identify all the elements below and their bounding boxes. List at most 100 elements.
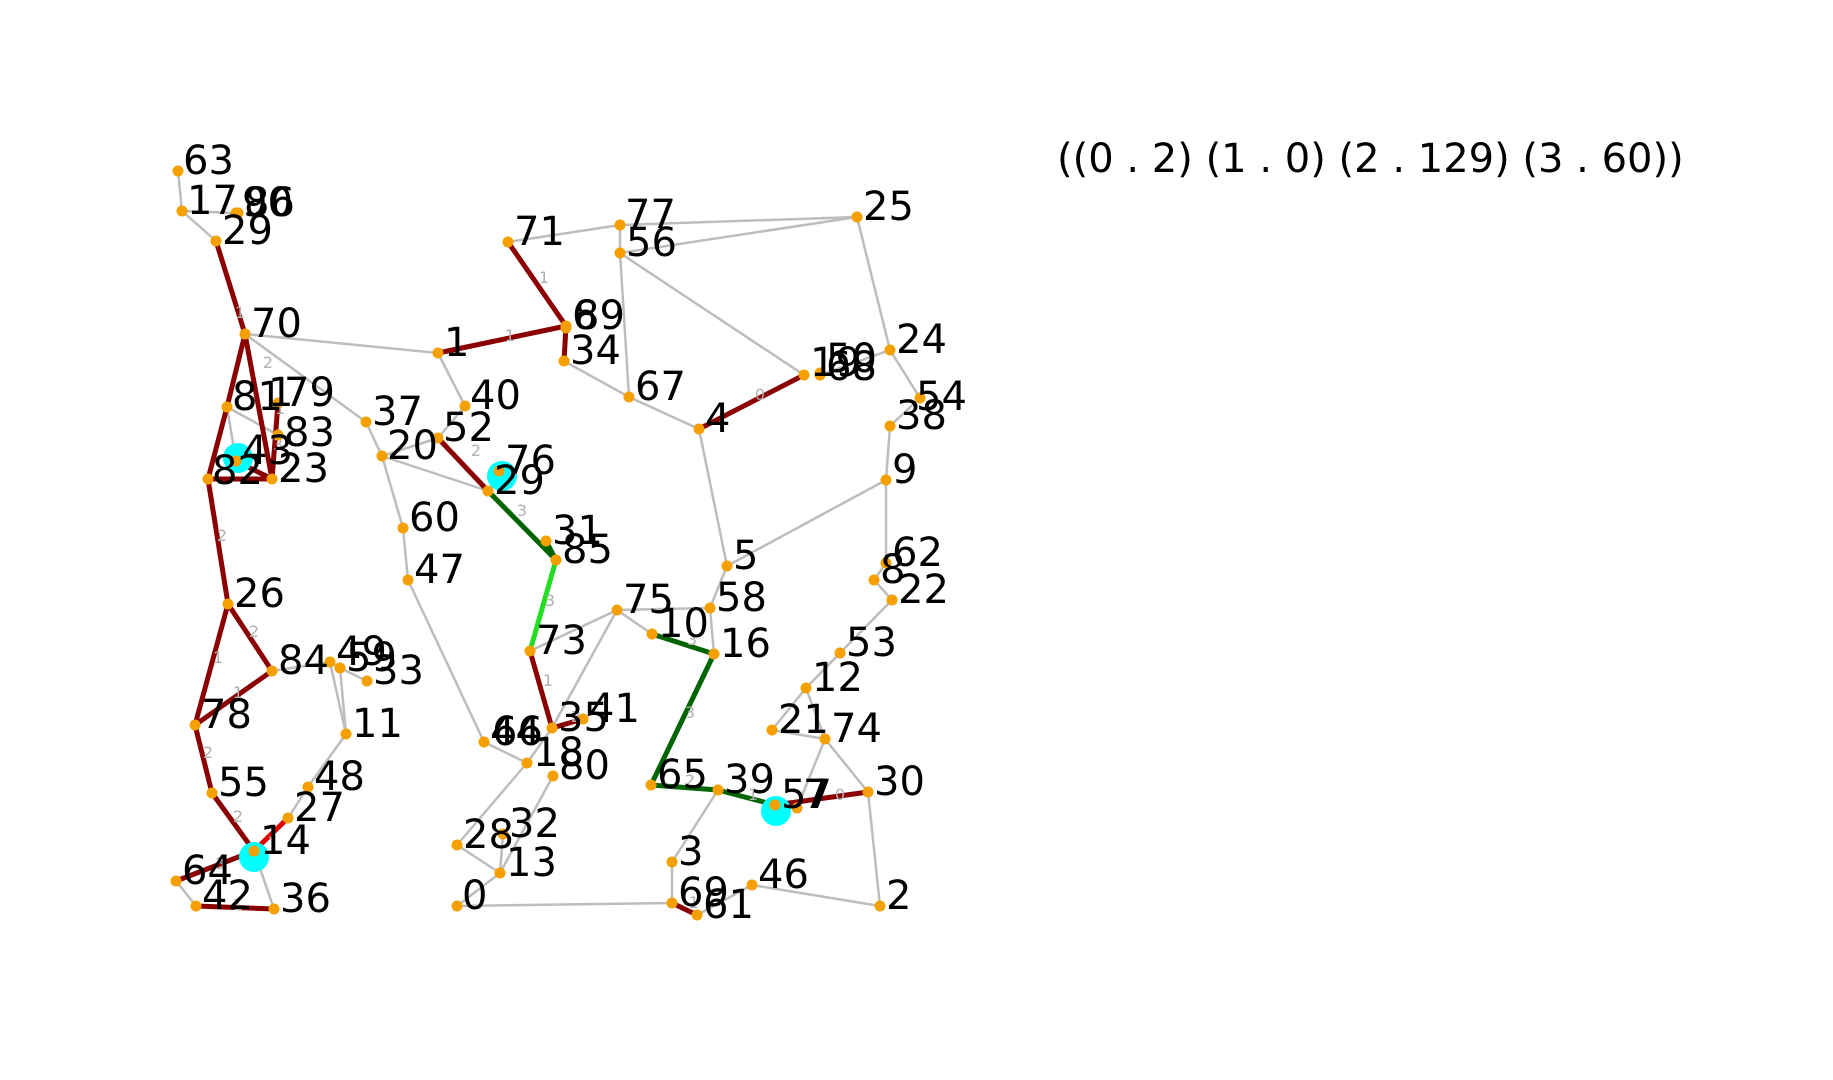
depot-marker <box>761 796 791 826</box>
node-82 <box>202 473 214 485</box>
edge-13-28 <box>455 843 502 875</box>
node-78 <box>189 719 201 731</box>
edge-layer <box>173 169 922 918</box>
node-label: 54 <box>916 374 967 420</box>
edge-weight-label: 2 <box>263 353 273 372</box>
edge-weight-label: 3 <box>215 854 225 873</box>
edge-53-12 <box>804 651 842 690</box>
node-71 <box>502 236 514 248</box>
node-label: 5 <box>733 533 758 579</box>
edge-47-44 <box>406 578 486 744</box>
node-45 <box>230 455 242 467</box>
node-label: 64 <box>182 848 233 894</box>
edge-weight-label: 3 <box>687 630 697 649</box>
node-42 <box>190 900 202 912</box>
node-label: 76 <box>505 438 556 484</box>
node-74 <box>819 733 831 745</box>
node-label: 19 <box>810 340 861 386</box>
edge-56-19 <box>618 251 806 377</box>
node-label: 1 <box>444 320 469 366</box>
node-44 <box>478 736 490 748</box>
edge-46-61 <box>695 883 754 917</box>
edge-25-24 <box>855 215 892 352</box>
edge-54-38 <box>888 396 922 428</box>
edge-weight-label: 2 <box>571 707 581 726</box>
node-24 <box>884 344 896 356</box>
node-label: 11 <box>352 701 403 747</box>
node-label: 38 <box>896 393 947 439</box>
edge-40-52 <box>436 404 467 440</box>
edge-weight-label: 0 <box>835 785 845 804</box>
node-label: 50 <box>826 336 877 382</box>
edge-20-60 <box>380 454 405 530</box>
node-label: 18 <box>533 730 584 776</box>
edge-weight-label: 1 <box>235 303 245 322</box>
edge-63-17 <box>176 169 184 213</box>
node-label: 85 <box>562 527 613 573</box>
node-label: 12 <box>812 655 863 701</box>
node-label: 41 <box>589 686 640 732</box>
node-label: 9 <box>892 447 917 493</box>
node-29b <box>482 485 494 497</box>
edge-17-29 <box>180 209 218 243</box>
edge-74-7 <box>795 737 827 810</box>
edge-30-2 <box>866 790 882 908</box>
node-84 <box>266 665 278 677</box>
node-label: 42 <box>202 873 253 919</box>
node-56 <box>614 247 626 259</box>
edge-70-81 <box>224 331 248 410</box>
edge-78-55 <box>192 722 215 796</box>
node-label: 30 <box>874 759 925 805</box>
node-73 <box>524 645 536 657</box>
node-label: 47 <box>414 547 465 593</box>
edge-56-67 <box>618 251 631 399</box>
node-64 <box>170 875 182 887</box>
depot-marker <box>239 842 269 872</box>
node-85 <box>550 554 562 566</box>
node-54 <box>914 392 926 404</box>
edge-39-3 <box>670 788 720 864</box>
node-label: 53 <box>846 620 897 666</box>
edge-weight-label: 0 <box>755 385 765 404</box>
edge-2-46 <box>750 883 882 908</box>
edge-1-40 <box>436 351 467 408</box>
node-46 <box>746 879 758 891</box>
node-label: 14 <box>260 818 311 864</box>
edge-73-35 <box>527 648 555 731</box>
node-20 <box>376 450 388 462</box>
node-79 <box>272 397 284 409</box>
node-34 <box>558 355 570 367</box>
edge-weight-label: 1 <box>275 399 285 418</box>
node-label: 80 <box>559 743 610 789</box>
node-16 <box>708 648 720 660</box>
node-label: 86 <box>244 180 295 226</box>
node-label: 69 <box>678 870 729 916</box>
edge-10-16 <box>649 631 717 657</box>
node-label: 73 <box>536 618 587 664</box>
edge-11-48 <box>306 732 348 789</box>
node-label: 65 <box>657 752 708 798</box>
edge-16-65 <box>648 651 717 788</box>
node-1 <box>432 347 444 359</box>
node-label: 3 <box>678 829 703 875</box>
edge-9-5 <box>725 478 888 568</box>
node-81 <box>221 401 233 413</box>
node-49 <box>324 656 336 668</box>
node-label: 55 <box>218 760 269 806</box>
node-21 <box>766 724 778 736</box>
node-label: 25 <box>863 184 914 230</box>
node-label: 44 <box>490 709 541 755</box>
node-label: 84 <box>278 638 329 684</box>
edge-75-10 <box>615 608 654 636</box>
node-40 <box>459 400 471 412</box>
node-61 <box>691 909 703 921</box>
edge-weight-label: 2 <box>203 743 213 762</box>
node-label: 24 <box>896 317 947 363</box>
node-label: 21 <box>778 697 829 743</box>
node-label: 56 <box>626 220 677 266</box>
node-label: 36 <box>280 876 331 922</box>
node-38 <box>884 420 896 432</box>
node-33 <box>361 675 373 687</box>
